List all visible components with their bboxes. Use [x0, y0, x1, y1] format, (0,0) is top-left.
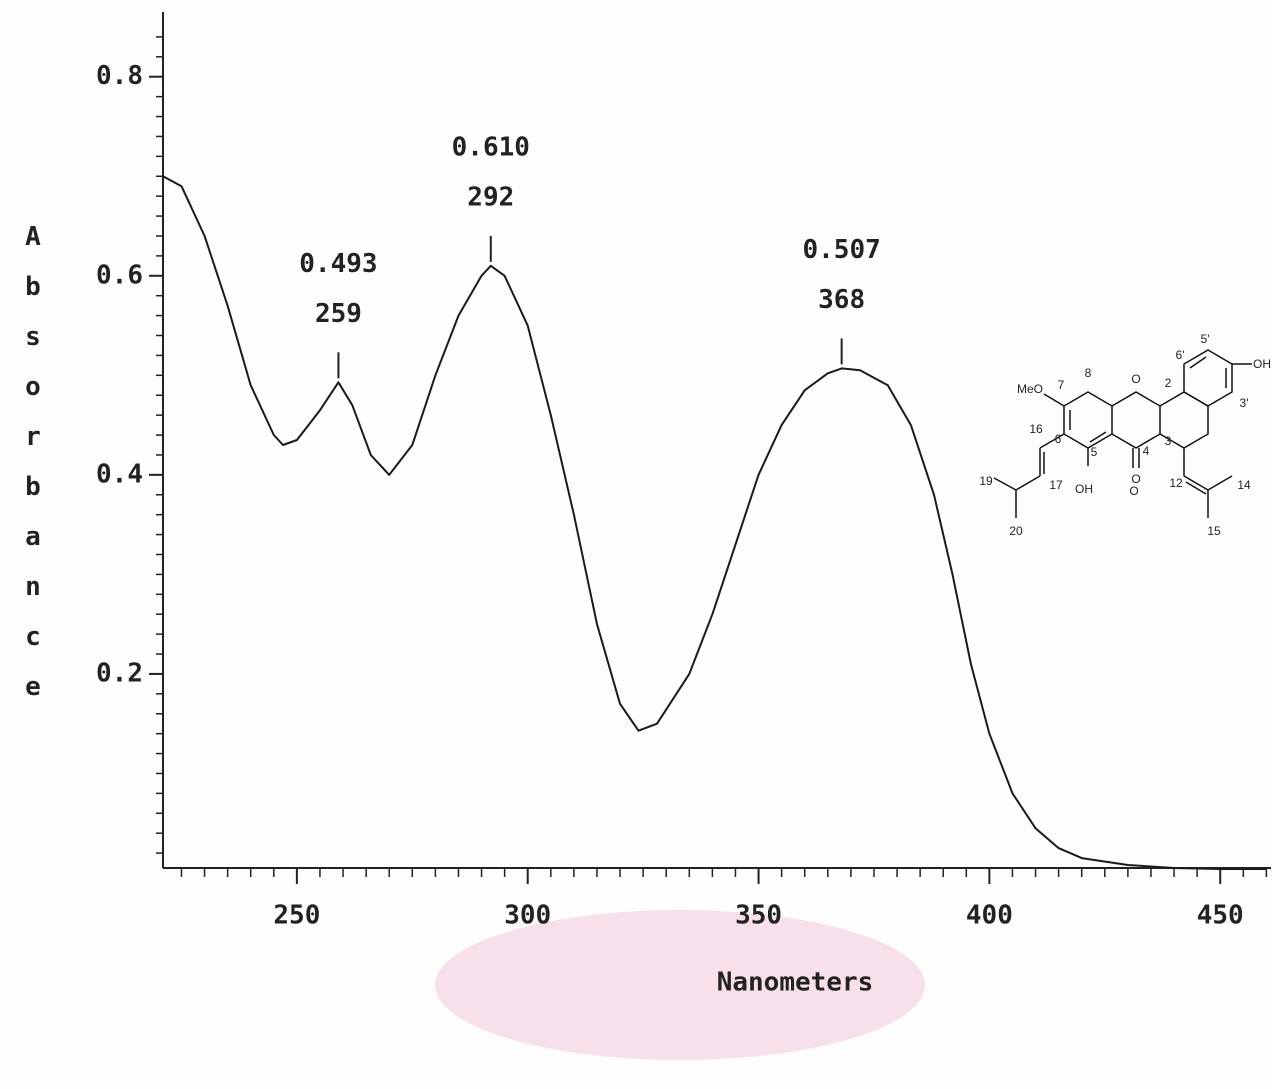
bond	[1207, 475, 1233, 491]
structure-label: 14	[1237, 478, 1251, 492]
x-tick-label: 350	[735, 901, 782, 931]
structure-label: 15	[1207, 524, 1221, 538]
structure-label: 20	[1009, 524, 1023, 538]
ring	[1063, 391, 1113, 449]
structure-label: 12	[1169, 476, 1183, 490]
x-tick-label: 450	[1197, 901, 1244, 931]
bond	[1039, 433, 1065, 449]
structure-label: O	[1131, 372, 1140, 386]
x-tick-label: 300	[504, 901, 551, 931]
x-tick-label: 400	[966, 901, 1013, 931]
structure-label: 2	[1165, 376, 1172, 390]
structure-label: O	[1129, 484, 1138, 498]
x-axis-label: Nanometers	[717, 968, 874, 998]
spectrum-line	[162, 175, 1267, 870]
structure-label: 7	[1058, 378, 1065, 392]
ring	[1159, 391, 1209, 449]
structure-label: OH	[1075, 482, 1093, 496]
structure-label: MeO	[1017, 382, 1043, 396]
bond	[1189, 356, 1207, 369]
structure-label: 5	[1091, 445, 1098, 459]
structure-label: 3'	[1240, 396, 1249, 410]
y-tick-label: 0.4	[96, 459, 143, 489]
y-tick-label: 0.2	[96, 658, 143, 688]
structure-label: 5'	[1201, 332, 1210, 346]
structure-label: 16	[1029, 422, 1043, 436]
structure-label: 8	[1085, 366, 1092, 380]
peak-absorbance: 0.507	[803, 235, 881, 265]
structure-label: 6	[1055, 432, 1062, 446]
bond	[1183, 475, 1209, 491]
ring	[1111, 391, 1161, 449]
structure-label: 3	[1165, 434, 1172, 448]
structure-label: 6'	[1176, 348, 1185, 362]
bond	[1185, 481, 1207, 495]
y-tick-label: 0.6	[96, 260, 143, 290]
ring	[1183, 349, 1233, 407]
bond	[1015, 475, 1041, 491]
watermark	[435, 910, 925, 1060]
x-tick-label: 250	[273, 901, 320, 931]
peak-wavelength: 292	[467, 182, 514, 212]
structure-label: OH	[1253, 357, 1271, 371]
y-axis-label: Absorbance	[18, 222, 48, 722]
peak-wavelength: 368	[818, 285, 865, 315]
peak-wavelength: 259	[315, 299, 362, 329]
y-tick-label: 0.8	[96, 61, 143, 91]
bond	[993, 477, 1017, 491]
structure-label: 17	[1049, 478, 1063, 492]
peak-absorbance: 0.610	[452, 132, 530, 162]
structure-label: 19	[979, 474, 993, 488]
structure-label: O	[1131, 472, 1140, 486]
peak-absorbance: 0.493	[299, 249, 377, 279]
bond	[1043, 393, 1065, 407]
bond	[1089, 431, 1107, 443]
structure-label: 4	[1143, 444, 1150, 458]
